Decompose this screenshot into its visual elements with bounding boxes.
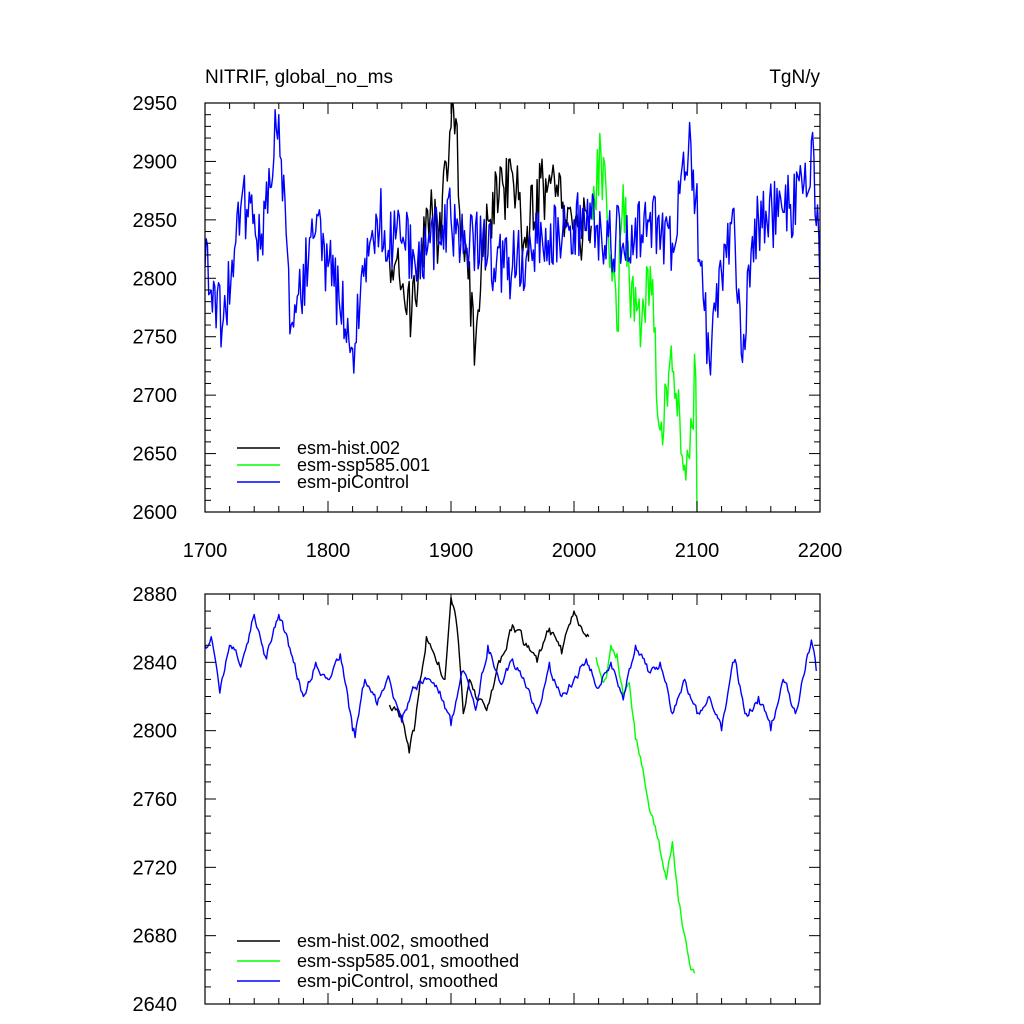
legend-label: esm-ssp585.001, smoothed [297, 951, 519, 971]
y-tick-label: 2700 [133, 385, 178, 407]
bottom-panel-smoothed: 2640 2680 2720 2760 2800 2840 2880 esm-hist.002… [133, 584, 821, 1016]
y-tick-label: 2750 [133, 327, 178, 349]
chart-title: NITRIF, global_no_ms [205, 67, 393, 88]
x-tick-label: 2200 [798, 540, 843, 562]
x-tick-label: 1700 [183, 540, 228, 562]
y-tick-label: 2880 [133, 584, 178, 606]
y-tick-label: 2840 [133, 652, 178, 674]
y-tick-label: 2640 [133, 994, 178, 1016]
x-tick-label: 2100 [675, 540, 720, 562]
x-tick-label: 1800 [306, 540, 351, 562]
legend-label: esm-piControl, smoothed [297, 971, 498, 991]
series-line-1 [595, 644, 696, 974]
chart-units: TgN/y [769, 67, 820, 88]
plot-frame [204, 102, 821, 513]
legend-label: esm-hist.002, smoothed [297, 931, 489, 951]
series-line-2 [205, 108, 820, 376]
y-tick-label: 2720 [133, 857, 178, 879]
y-tick-label: 2850 [133, 210, 178, 232]
y-tick-label: 2680 [133, 926, 178, 948]
y-tick-label: 2760 [133, 789, 178, 811]
x-tick-label: 2000 [552, 540, 597, 562]
series-line-1 [591, 132, 698, 512]
top-panel-raw: NITRIF, global_no_ms TgN/y 1700 1800 1900 2… [133, 67, 843, 562]
y-tick-label: 2600 [133, 502, 178, 524]
legend-label: esm-ssp585.001 [297, 455, 430, 475]
series-line-0 [388, 103, 592, 366]
legend-label: esm-piControl [297, 472, 409, 492]
y-tick-label: 2950 [133, 93, 178, 115]
series-line-0 [388, 596, 590, 754]
y-tick-label: 2800 [133, 721, 178, 743]
y-tick-label: 2650 [133, 444, 178, 466]
x-tick-label: 1900 [429, 540, 474, 562]
legend-label: esm-hist.002 [297, 438, 400, 458]
series-line-2 [205, 613, 817, 739]
y-tick-label: 2900 [133, 151, 178, 173]
y-tick-label: 2800 [133, 268, 178, 290]
